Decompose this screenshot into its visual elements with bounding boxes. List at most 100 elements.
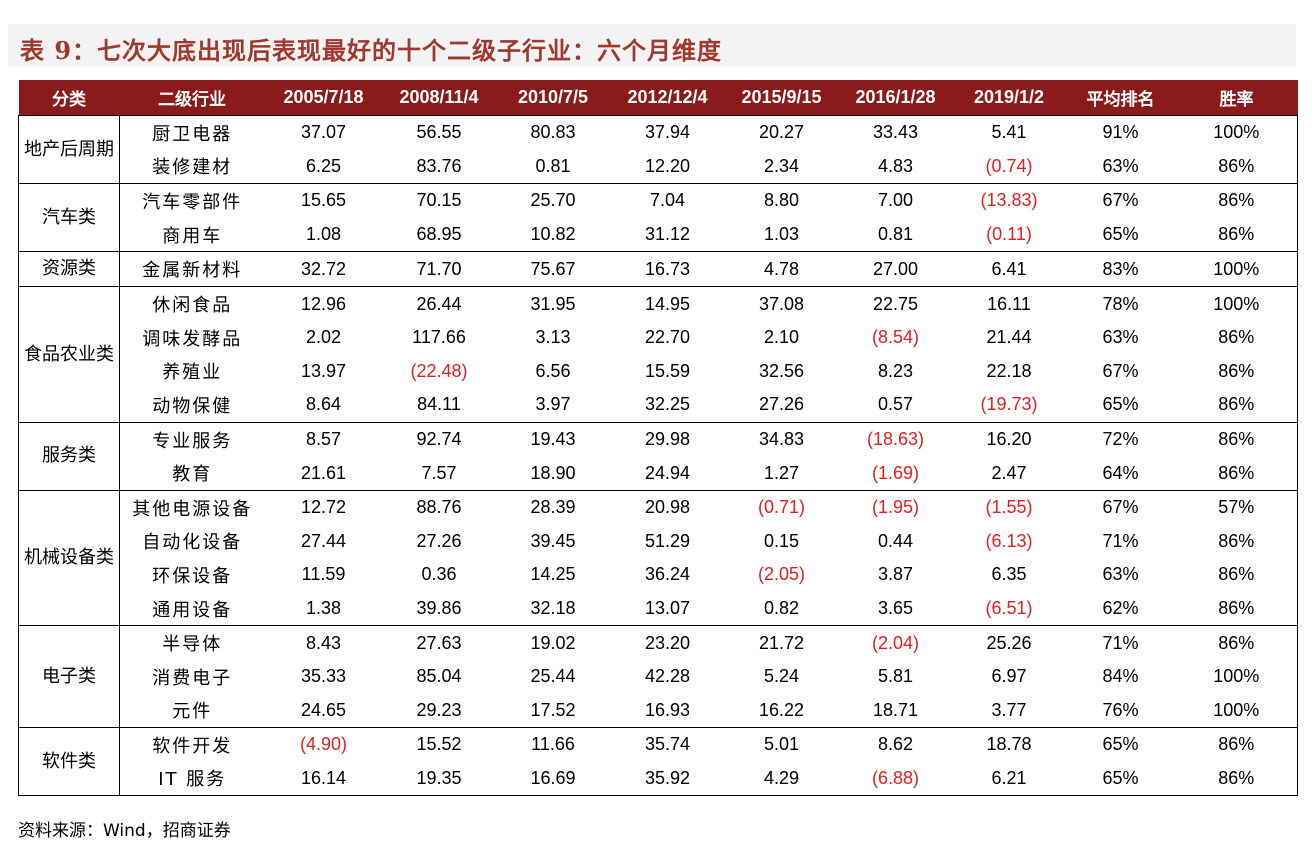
return-value-cell: 32.18 xyxy=(530,598,576,619)
return-value-cell: 19.35 xyxy=(382,761,496,797)
return-value-cell: 0.15 xyxy=(763,530,800,551)
return-value-cell: 16.22 xyxy=(758,699,805,720)
return-value-cell: 32.25 xyxy=(644,394,691,415)
return-value-cell: 51.29 xyxy=(644,530,691,551)
return-value-cell: 7.00 xyxy=(838,183,953,218)
win-rate-cell: 86% xyxy=(1175,761,1298,797)
win-rate-cell: 86% xyxy=(1175,591,1298,626)
win-rate-cell: 100% xyxy=(1175,251,1298,287)
return-value-cell: 29.98 xyxy=(610,421,725,457)
table-row: 通用设备 1.38 39.86 32.18 13.07 0.82 3.65 (6.51) 62%… xyxy=(19,591,1298,626)
avg-rank-cell: 65% xyxy=(1065,727,1176,762)
header-industry: 二级行业 xyxy=(119,80,265,116)
return-value-cell: (2.04) xyxy=(838,625,953,660)
return-value-cell: 0.81 xyxy=(535,155,571,176)
return-value-cell: 32.72 xyxy=(264,251,383,287)
return-value-cell: 2.34 xyxy=(763,155,800,176)
category-cell: 地产后周期 xyxy=(18,114,120,184)
return-value-cell: 10.82 xyxy=(530,224,576,245)
win-rate-cell: 86% xyxy=(1175,388,1298,423)
return-value-cell: 31.12 xyxy=(644,224,691,245)
win-rate-cell: 86% xyxy=(1175,354,1298,389)
return-value-cell: 27.00 xyxy=(838,251,953,287)
win-rate-cell: 86% xyxy=(1175,183,1298,218)
table-row: 消费电子 35.33 85.04 25.44 42.28 5.24 5.81 6.97 84% 1… xyxy=(19,659,1298,694)
return-value-cell: 3.87 xyxy=(877,564,914,585)
return-value-cell: 16.20 xyxy=(952,421,1066,457)
return-value-cell: 5.01 xyxy=(724,727,839,762)
avg-rank-cell: 67% xyxy=(1102,360,1139,381)
return-value-cell: (8.54) xyxy=(871,327,920,348)
return-value-cell: 27.63 xyxy=(382,625,496,660)
industry-name-cell: 通用设备 xyxy=(152,599,233,621)
category-cell: 电子类 xyxy=(18,625,120,728)
table-body: 地产后周期 厨卫电器 37.07 56.55 80.83 37.94 20.27 33.43 5… xyxy=(18,114,1298,797)
table-row: 商用车 1.08 68.95 10.82 31.12 1.03 0.81 (0.11) 65% 8… xyxy=(19,217,1298,252)
return-value-cell: 8.62 xyxy=(838,727,953,762)
win-rate-cell: 100% xyxy=(1175,659,1298,694)
return-value-cell: 15.52 xyxy=(382,727,496,762)
return-value-cell: 6.21 xyxy=(952,761,1066,797)
return-value-cell: 24.65 xyxy=(300,699,347,720)
header-date-7: 2019/1/2 xyxy=(952,80,1066,116)
win-rate-cell: 100% xyxy=(1175,286,1298,321)
return-value-cell: 4.78 xyxy=(724,251,839,287)
return-value-cell: 16.73 xyxy=(610,251,725,287)
return-value-cell: 71.70 xyxy=(382,251,496,287)
avg-rank-cell: 67% xyxy=(1065,489,1176,525)
return-value-cell: 35.74 xyxy=(610,727,725,762)
return-value-cell: 0.57 xyxy=(877,394,914,415)
table-row: 资源类 金属新材料 32.72 71.70 75.67 16.73 4.78 27.00 6.4… xyxy=(18,251,1298,287)
return-value-cell: 11.59 xyxy=(301,564,346,585)
return-value-cell: 20.27 xyxy=(724,114,839,150)
return-value-cell: 27.26 xyxy=(416,530,462,551)
return-value-cell: 14.25 xyxy=(530,564,576,585)
return-value-cell: 1.38 xyxy=(305,598,342,619)
return-value-cell: 3.77 xyxy=(991,699,1027,720)
industry-name-cell: 装修建材 xyxy=(152,157,233,179)
return-value-cell: 3.97 xyxy=(535,394,571,415)
return-value-cell: 21.72 xyxy=(724,625,839,660)
return-value-cell: 37.94 xyxy=(610,114,725,150)
industry-name-cell: 自动化设备 xyxy=(142,532,243,554)
return-value-cell: 80.83 xyxy=(495,114,611,150)
return-value-cell: 6.56 xyxy=(535,360,571,381)
return-value-cell: 36.24 xyxy=(644,564,691,585)
return-value-cell: 2.02 xyxy=(305,327,342,348)
table-row: 机械设备类 其他电源设备 12.72 88.76 28.39 20.98 (0.71) (1.… xyxy=(18,489,1298,626)
return-value-cell: 75.67 xyxy=(495,251,611,287)
return-value-cell: (6.51) xyxy=(985,598,1033,619)
table-row: IT 服务 16.14 19.35 16.69 35.92 4.29 (6.88) 6.21 6… xyxy=(19,761,1298,797)
header-date-4: 2012/12/4 xyxy=(610,80,725,116)
return-value-cell: 16.11 xyxy=(952,286,1066,321)
return-value-cell: 16.14 xyxy=(264,761,383,797)
header-date-6: 2016/1/28 xyxy=(838,80,953,116)
return-value-cell: 25.70 xyxy=(495,183,611,218)
return-value-cell: 16.69 xyxy=(495,761,611,797)
return-value-cell: 37.07 xyxy=(264,114,383,150)
avg-rank-cell: 63% xyxy=(1102,564,1139,585)
return-value-cell: 34.83 xyxy=(724,421,839,457)
industry-name-cell: 环保设备 xyxy=(152,565,233,587)
industry-table: 分类 二级行业 2005/7/18 2008/11/4 2010/7/5 201… xyxy=(18,80,1298,797)
avg-rank-cell: 65% xyxy=(1065,761,1176,797)
industry-name-cell: 半导体 xyxy=(119,625,265,660)
win-rate-cell: 86% xyxy=(1175,217,1298,252)
table-row: 电子类 半导体 8.43 27.63 19.02 23.20 21.72 (2.04) 25.2… xyxy=(18,625,1298,728)
avg-rank-cell: 62% xyxy=(1102,598,1139,619)
industry-name-cell: 动物保健 xyxy=(152,395,233,417)
return-value-cell: (13.83) xyxy=(952,183,1066,218)
category-cell: 机械设备类 xyxy=(18,489,120,626)
return-value-cell: 70.15 xyxy=(382,183,496,218)
win-rate-cell: 86% xyxy=(1175,320,1298,355)
table-row: 元件 24.65 29.23 17.52 16.93 16.22 18.71 3.77 76% 1… xyxy=(19,693,1298,728)
return-value-cell: 12.72 xyxy=(264,489,383,525)
return-value-cell: (6.88) xyxy=(838,761,953,797)
return-value-cell: 19.02 xyxy=(495,625,611,660)
return-value-cell: 6.35 xyxy=(991,564,1027,585)
return-value-cell: 12.96 xyxy=(264,286,383,321)
return-value-cell: 26.44 xyxy=(382,286,496,321)
return-value-cell: (22.48) xyxy=(410,360,468,381)
return-value-cell: 0.44 xyxy=(877,530,914,551)
industry-name-cell: 金属新材料 xyxy=(119,251,265,287)
